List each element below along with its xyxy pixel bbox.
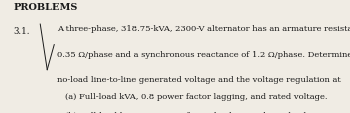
Text: 3.1.: 3.1. bbox=[13, 27, 30, 36]
Text: A three-phase, 318.75-kVA, 2300-V alternator has an armature resistance of: A three-phase, 318.75-kVA, 2300-V altern… bbox=[57, 25, 350, 33]
Text: PROBLEMS: PROBLEMS bbox=[13, 3, 78, 12]
Text: (b) Full-load kVA, 0.6 power factor leading, and rated voltage.: (b) Full-load kVA, 0.6 power factor lead… bbox=[65, 111, 327, 113]
Text: (a) Full-load kVA, 0.8 power factor lagging, and rated voltage.: (a) Full-load kVA, 0.8 power factor lagg… bbox=[65, 93, 327, 101]
Text: no-load line-to-line generated voltage and the voltage regulation at: no-load line-to-line generated voltage a… bbox=[57, 75, 341, 83]
Text: 0.35 Ω/phase and a synchronous reactance of 1.2 Ω/phase. Determine the: 0.35 Ω/phase and a synchronous reactance… bbox=[57, 50, 350, 58]
